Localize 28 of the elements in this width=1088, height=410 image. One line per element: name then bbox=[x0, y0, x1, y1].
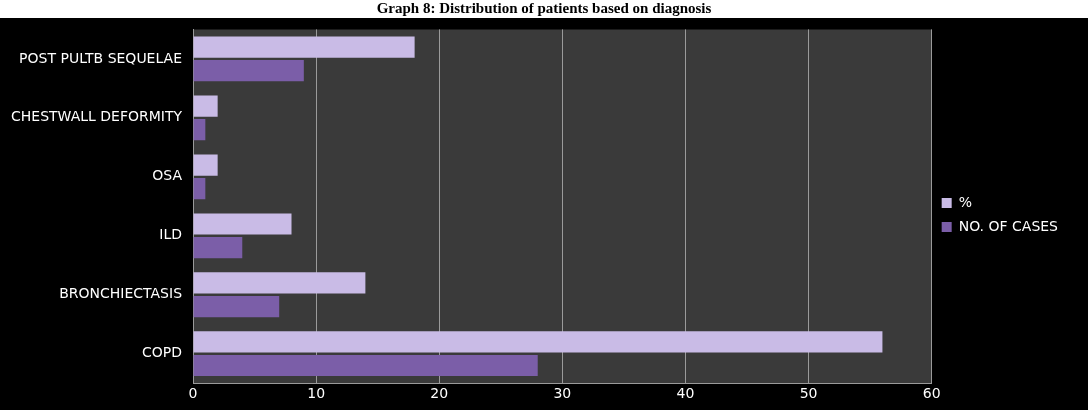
bar bbox=[193, 236, 243, 259]
y-tick-label: BRONCHIECTASIS bbox=[59, 285, 183, 302]
chart-title: Graph 8: Distribution of patients based on diagnosis bbox=[375, 0, 713, 18]
bar bbox=[193, 95, 218, 117]
x-tick-label: 0 bbox=[188, 385, 198, 402]
x-tick-label: 30 bbox=[553, 385, 572, 402]
x-tick-label: 10 bbox=[307, 385, 326, 402]
bar bbox=[193, 213, 292, 235]
y-tick-label: OSA bbox=[152, 167, 183, 184]
bar bbox=[193, 154, 218, 176]
x-tick-label: 50 bbox=[799, 385, 818, 402]
bar bbox=[193, 36, 415, 58]
legend-label: NO. OF CASES bbox=[958, 217, 1059, 234]
bar bbox=[193, 295, 280, 318]
bar bbox=[193, 354, 538, 377]
x-tick-label: 60 bbox=[922, 385, 941, 402]
legend-label: % bbox=[958, 193, 972, 210]
bar bbox=[193, 60, 304, 82]
x-tick-label: 40 bbox=[676, 385, 695, 402]
bar bbox=[193, 272, 366, 294]
y-tick-label: POST PULTB SEQUELAE bbox=[19, 49, 183, 66]
bar bbox=[193, 178, 206, 200]
x-tick-label: 20 bbox=[430, 385, 449, 402]
y-tick-label: COPD bbox=[142, 344, 183, 361]
bar bbox=[193, 331, 883, 353]
y-tick-label: CHESTWALL DEFORMITY bbox=[11, 108, 183, 125]
y-tick-label: ILD bbox=[159, 226, 183, 243]
bar bbox=[193, 119, 206, 141]
